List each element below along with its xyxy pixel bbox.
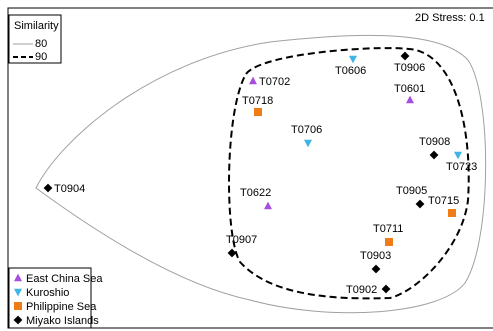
point-label-t0702: T0702 xyxy=(259,76,290,88)
similarity-90-contour xyxy=(228,47,470,300)
point-label-t0902: T0902 xyxy=(346,284,377,296)
similarity-80-contour xyxy=(35,34,487,314)
group-legend-box xyxy=(8,267,92,329)
similarity-90-label: 90 xyxy=(35,51,47,63)
point-t0906 xyxy=(400,51,410,61)
point-t0702 xyxy=(249,76,257,85)
point-t0711 xyxy=(385,238,393,246)
point-label-t0711: T0711 xyxy=(373,223,403,235)
point-label-t0606: T0606 xyxy=(335,65,366,77)
point-label-t0723: T0723 xyxy=(446,161,477,173)
stress-label: 2D Stress: 0.1 xyxy=(415,12,485,24)
group-legend: East China Sea Kuroshio Philippine Sea Miya… xyxy=(8,267,103,329)
point-t0718 xyxy=(254,108,262,116)
point-t0706 xyxy=(304,139,312,148)
legend-marker-philippine-sea xyxy=(14,302,22,310)
point-t0622 xyxy=(264,201,272,210)
legend-label-philippine-sea: Philippine Sea xyxy=(26,301,97,313)
points-layer: T0702 T0601 T0622 T0606 T0706 T0723 T0718 T0715… xyxy=(43,51,477,296)
similarity-legend-box xyxy=(8,14,62,64)
plot-frame xyxy=(7,7,493,329)
point-label-t0908: T0908 xyxy=(419,136,450,148)
point-label-t0906: T0906 xyxy=(394,62,425,74)
legend-marker-kuroshio xyxy=(14,288,22,297)
point-t0904 xyxy=(43,183,53,193)
legend-label-miyako-islands: Miyako Islands xyxy=(26,315,99,327)
similarity-legend: Similarity 80 90 xyxy=(8,14,62,64)
point-label-t0907: T0907 xyxy=(226,234,257,246)
point-label-t0718: T0718 xyxy=(242,95,273,107)
legend-label-east-china-sea: East China Sea xyxy=(26,273,103,285)
point-t0606 xyxy=(349,55,357,64)
similarity-legend-title: Similarity xyxy=(14,20,59,32)
point-label-t0601: T0601 xyxy=(394,83,425,95)
point-label-t0622: T0622 xyxy=(240,187,271,199)
point-t0908 xyxy=(429,150,439,160)
point-label-t0905: T0905 xyxy=(396,185,427,197)
point-t0715 xyxy=(448,209,456,217)
legend-marker-east-china-sea xyxy=(14,273,22,282)
point-t0723 xyxy=(454,151,462,160)
point-label-t0715: T0715 xyxy=(428,195,459,207)
point-t0907 xyxy=(227,248,237,258)
point-t0902 xyxy=(381,284,391,294)
point-t0905 xyxy=(415,199,425,209)
point-label-t0903: T0903 xyxy=(360,250,391,262)
point-t0601 xyxy=(406,95,414,104)
legend-marker-miyako-islands xyxy=(13,315,23,325)
point-label-t0706: T0706 xyxy=(291,124,322,136)
legend-label-kuroshio: Kuroshio xyxy=(26,287,69,299)
point-t0903 xyxy=(371,264,381,274)
similarity-80-label: 80 xyxy=(35,38,47,50)
point-label-t0904: T0904 xyxy=(54,183,85,195)
